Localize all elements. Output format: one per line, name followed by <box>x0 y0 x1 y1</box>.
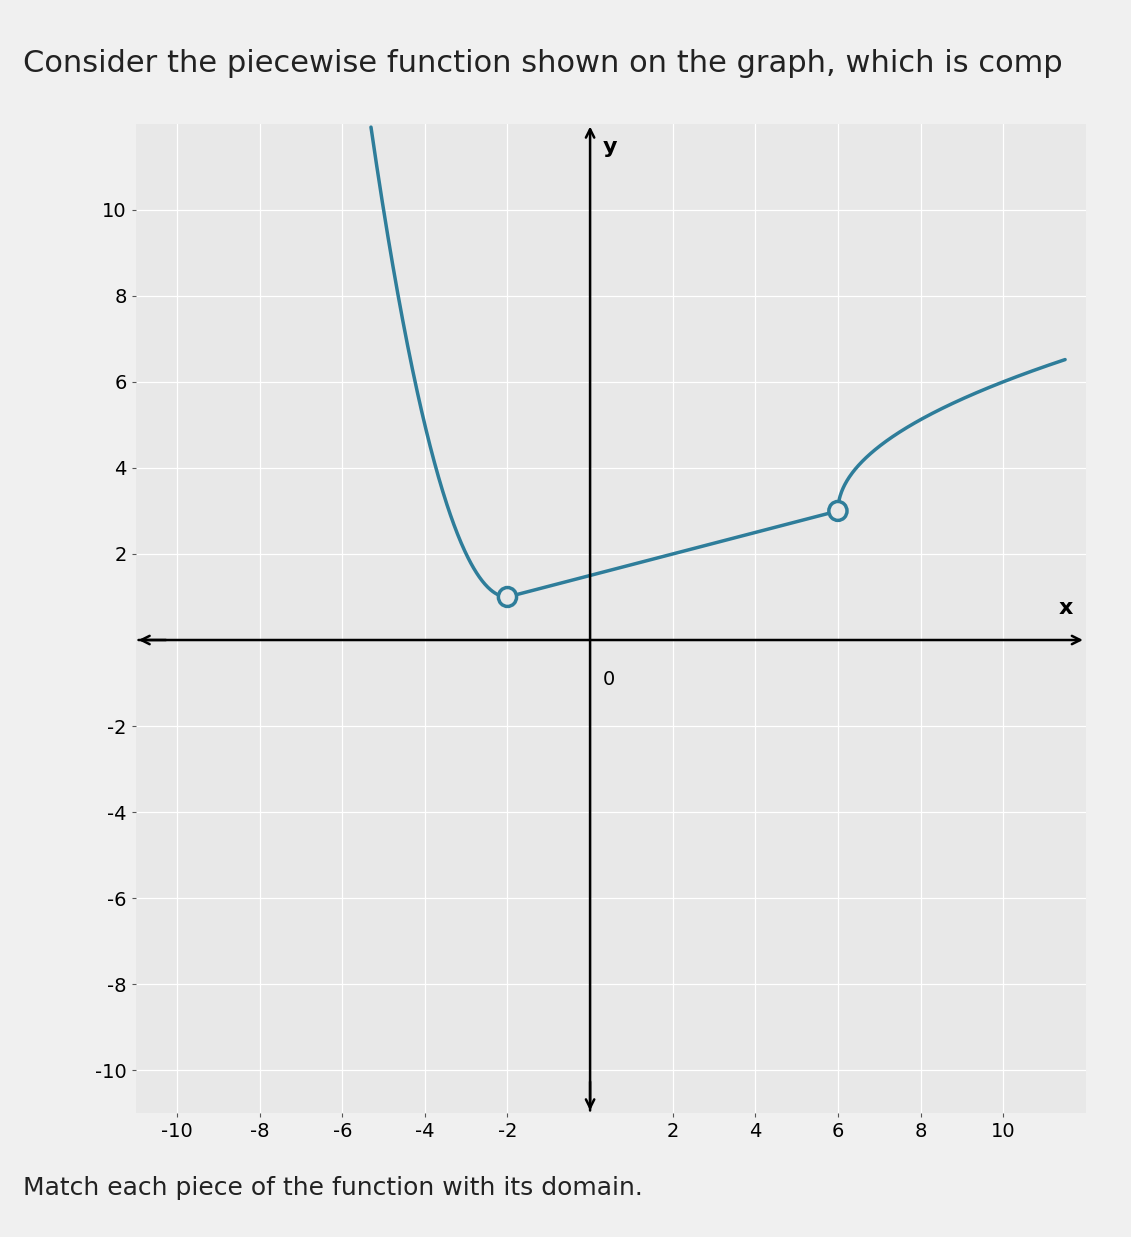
Circle shape <box>499 588 517 606</box>
Text: y: y <box>603 136 618 157</box>
Text: Consider the piecewise function shown on the graph, which is comp: Consider the piecewise function shown on… <box>23 49 1062 78</box>
Text: Match each piece of the function with its domain.: Match each piece of the function with it… <box>23 1176 642 1200</box>
Text: 0: 0 <box>603 670 615 689</box>
Text: x: x <box>1059 599 1073 618</box>
Circle shape <box>829 501 847 521</box>
